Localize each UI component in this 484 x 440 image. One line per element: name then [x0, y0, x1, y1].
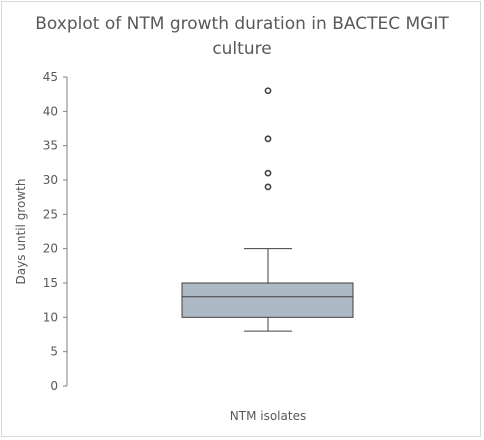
y-axis-title: Days until growth: [14, 179, 28, 285]
box-group: [181, 248, 354, 332]
x-axis-title: NTM isolates: [230, 409, 306, 423]
y-tick-label: 30: [43, 173, 58, 187]
outlier-point: [264, 169, 272, 177]
y-tick-label: 40: [43, 104, 58, 118]
y-tick-label: 35: [43, 139, 58, 153]
interquartile-box: [181, 282, 354, 318]
y-tick-label: 25: [43, 207, 58, 221]
y-tick-label: 15: [43, 276, 58, 290]
chart-title-line-1: Boxplot of NTM growth duration in BACTEC…: [35, 14, 449, 34]
y-axis-ticks: 0 5 10 15 20 25 30 35 40 45: [43, 70, 67, 393]
outliers: [264, 87, 272, 191]
y-tick-label: 0: [50, 379, 58, 393]
chart-title-line-2: culture: [212, 39, 272, 59]
chart-title: Boxplot of NTM growth duration in BACTEC…: [0, 12, 484, 62]
outlier-point: [264, 87, 272, 95]
y-tick-label: 5: [50, 345, 58, 359]
y-tick-label: 45: [43, 70, 58, 84]
outlier-point: [264, 135, 272, 143]
outlier-point: [264, 183, 272, 191]
y-tick-label: 20: [43, 242, 58, 256]
y-tick-label: 10: [43, 310, 58, 324]
